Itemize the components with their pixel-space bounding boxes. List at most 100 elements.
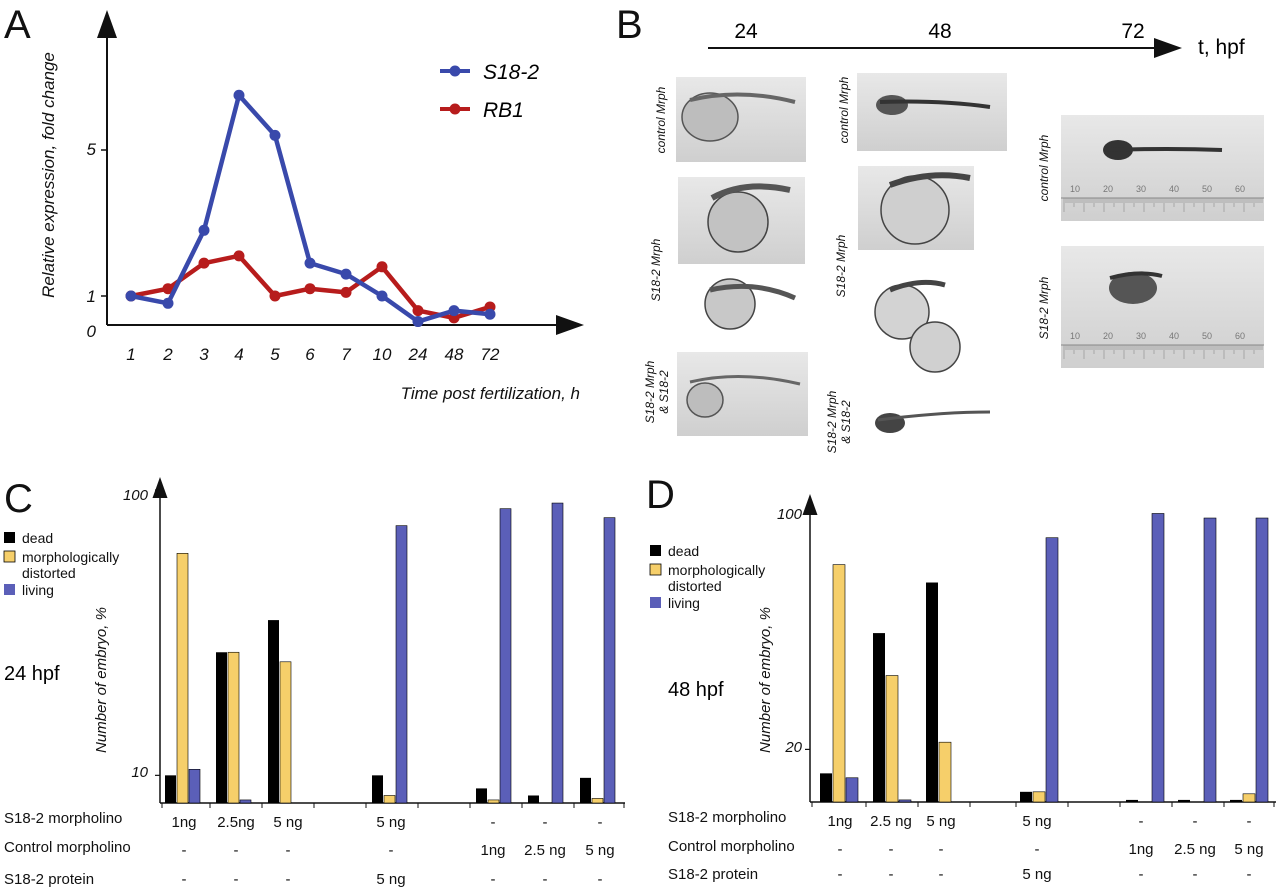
embryo-photo-72-s18: 10 20 30 40 50 60 — [1061, 246, 1264, 368]
c-bar-dead — [216, 652, 227, 803]
a-point — [412, 316, 424, 328]
a-point — [269, 129, 281, 141]
c-condition-rows: S18-2 morpholino Control morpholino S18-… — [4, 810, 615, 888]
legend-rb1-label: RB1 — [483, 99, 524, 122]
ruler-number: 20 — [1103, 184, 1113, 194]
c-annotation-24hpf: 24 hpf — [4, 663, 60, 685]
legend-s18-label: S18-2 — [483, 61, 539, 84]
d-legend-living: living — [668, 595, 700, 611]
a-xtick-label: 2 — [162, 345, 173, 364]
embryo-photo-48-s18-b — [874, 279, 961, 373]
d-legend-distorted-2: distorted — [668, 578, 722, 594]
d-bar-dead — [873, 633, 885, 802]
b-24-label-s18: S18-2 Mrph — [649, 238, 663, 301]
c-condition-ctrl: - — [182, 842, 187, 859]
c-ytick-100: 100 — [123, 487, 149, 504]
b-72-label-control: control Mrph — [1037, 134, 1051, 201]
ruler-number: 30 — [1136, 331, 1146, 341]
a-xtick-label: 5 — [270, 345, 280, 364]
b-48-label-rescue-1: S18-2 Mrph — [825, 390, 839, 453]
ruler-number: 40 — [1169, 331, 1179, 341]
ruler-72-s18: 10 20 30 40 50 60 — [1063, 331, 1263, 359]
c-condition-ctrl: - — [286, 842, 291, 859]
c-legend-distorted-1: morphologically — [22, 549, 119, 565]
c-bar-morphologically — [227, 651, 240, 804]
c-row-s18-protein: S18-2 protein — [4, 871, 94, 888]
c-bar-morphologically — [383, 795, 396, 804]
a-point — [340, 286, 352, 298]
d-condition-ctrl_d: - — [939, 841, 944, 858]
d-condition-s18m_d: 5 ng — [1022, 813, 1051, 830]
c-y-axis-label: Number of embryo, % — [93, 607, 110, 753]
c-condition-s18m: 1ng — [171, 814, 196, 831]
d-row-s18-protein: S18-2 protein — [668, 866, 758, 883]
d-bar-morphologically — [1032, 791, 1046, 803]
a-xtick-label: 72 — [481, 345, 500, 364]
panel-b-letter: B — [616, 3, 643, 47]
a-point — [376, 290, 388, 302]
d-condition-prot: - — [1247, 866, 1252, 883]
c-condition-prot: - — [491, 871, 496, 888]
d-y-axis-label: Number of embryo, % — [757, 607, 774, 753]
c-condition-s18m: - — [543, 814, 548, 831]
b-48-label-s18: S18-2 Mrph — [834, 234, 848, 297]
embryo-photo-72-control: 10 20 30 40 50 60 — [1061, 115, 1264, 221]
ruler-72-control: 10 20 30 40 50 60 — [1063, 184, 1263, 212]
d-condition-s18m_d: 2.5 ng — [870, 813, 912, 830]
c-bar-living — [499, 508, 512, 804]
d-ytick-20: 20 — [784, 739, 802, 756]
d-bar-living — [1203, 517, 1217, 803]
panel-c-letter: C — [4, 477, 33, 521]
d-bar-morphologically — [885, 675, 899, 803]
a-point — [162, 283, 174, 295]
c-bar-morphologically — [487, 799, 500, 804]
b-24-label-control: control Mrph — [654, 86, 668, 153]
a-point — [125, 290, 137, 302]
c-condition-prot: - — [182, 871, 187, 888]
d-condition-prot: - — [889, 866, 894, 883]
c-ytick-10: 10 — [131, 764, 148, 781]
d-legend-dead-swatch — [650, 545, 661, 556]
a-point — [304, 257, 316, 269]
c-condition-ctrl: 1ng — [480, 842, 505, 859]
d-bar-living — [1045, 537, 1059, 803]
b-72-label-s18: S18-2 Mrph — [1037, 276, 1051, 339]
d-bar-dead — [1126, 799, 1138, 802]
c-legend-dead-swatch — [4, 532, 15, 543]
c-bar-morphologically — [591, 798, 604, 804]
c-legend-dead: dead — [22, 530, 53, 546]
a-xtick-label: 7 — [341, 345, 351, 364]
legend-s18-marker — [449, 65, 461, 77]
d-bar-living — [898, 799, 912, 803]
d-bar-living — [1151, 513, 1165, 803]
ruler-number: 40 — [1169, 184, 1179, 194]
d-condition-ctrl_d: - — [838, 841, 843, 858]
ruler-number: 50 — [1202, 331, 1212, 341]
c-bar-dead — [268, 620, 279, 803]
a-xtick-label: 48 — [445, 345, 464, 364]
d-legend-distorted-swatch — [649, 563, 662, 576]
chart-d: 100 20 Number of embryo, % 48 hpf dead m… — [649, 494, 1276, 807]
d-condition-s18m_d: 1ng — [827, 813, 852, 830]
d-legend-dead: dead — [668, 543, 699, 559]
ruler-number: 10 — [1070, 184, 1080, 194]
c-condition-ctrl: - — [234, 842, 239, 859]
d-bar-living — [845, 777, 859, 803]
a-point — [233, 89, 245, 101]
c-row-s18-morpholino: S18-2 morpholino — [4, 810, 122, 827]
panel-a-letter: A — [4, 3, 31, 47]
a-point — [233, 250, 245, 262]
c-condition-s18m: 5 ng — [376, 814, 405, 831]
c-bar-morphologically — [176, 553, 189, 804]
d-condition-ctrl_d: - — [1035, 841, 1040, 858]
a-point — [269, 290, 281, 302]
c-bar-dead — [528, 795, 539, 803]
a-point — [198, 257, 210, 269]
a-y-axis-label: Relative expression, fold change — [39, 52, 58, 298]
a-xtick-label: 6 — [305, 345, 315, 364]
d-annotation-48hpf: 48 hpf — [668, 679, 724, 701]
b-time-24: 24 — [734, 20, 758, 43]
d-bar-living — [1255, 517, 1269, 803]
a-point — [448, 305, 460, 317]
